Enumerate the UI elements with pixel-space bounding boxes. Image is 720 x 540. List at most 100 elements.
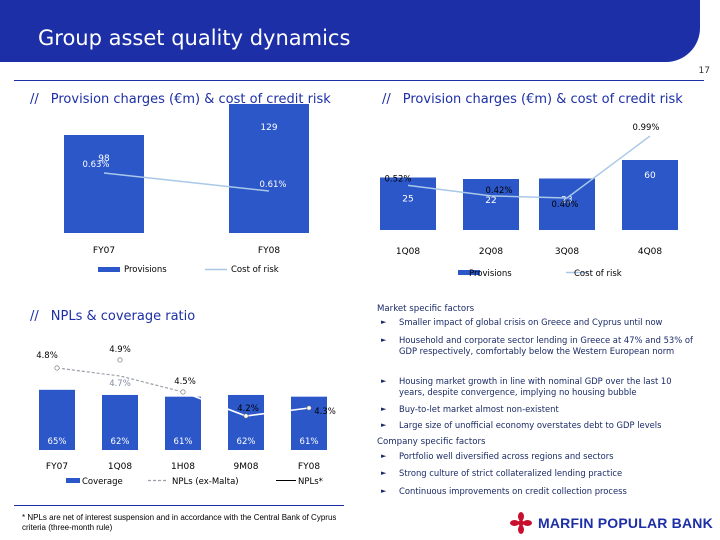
bar-value-label: 61% xyxy=(174,437,193,447)
npl-ex-malta-value-label: 4.3% xyxy=(314,407,336,417)
provision-bar xyxy=(380,177,436,230)
provision-bar xyxy=(539,178,595,230)
npl-ex-malta-value-label: 4.7% xyxy=(109,379,131,389)
coverage-bar xyxy=(39,389,75,450)
bullet-arrow-icon: ► xyxy=(381,452,387,460)
provision-bar xyxy=(64,135,144,233)
right-chart-title: // Provision charges (€m) & cost of credi… xyxy=(382,92,683,107)
bar-value-label: 25 xyxy=(402,195,413,205)
bullet-arrow-icon: ► xyxy=(381,318,387,326)
npl-chart-title-text: NPLs & coverage ratio xyxy=(50,309,196,324)
bar-value-label: 62% xyxy=(111,437,130,447)
line-value-label: 0.40% xyxy=(551,200,578,210)
npl-point xyxy=(306,405,312,411)
right-chart-title-text: Provision charges (€m) & cost of credit … xyxy=(402,92,683,107)
market-factor-item: Household and corporate sector lending i… xyxy=(399,335,693,356)
category-label: 1Q08 xyxy=(396,247,421,257)
bar-value-label: 23 xyxy=(561,196,572,206)
market-factor-item: Smaller impact of global crisis on Greec… xyxy=(399,317,663,327)
bank-logo-icon xyxy=(510,512,532,534)
market-factors-heading: Market specific factors xyxy=(377,304,475,314)
bullet-arrow-icon: ► xyxy=(381,336,387,344)
npl-value-label: 4.9% xyxy=(109,345,131,355)
market-factor-item: Large size of unofficial economy oversta… xyxy=(399,420,662,430)
line-value-label: 0.42% xyxy=(485,186,512,196)
category-label: 2Q08 xyxy=(479,247,504,257)
bullet-arrow-icon: ► xyxy=(381,469,387,477)
category-label: 9M08 xyxy=(234,462,259,472)
divider-footnote xyxy=(14,505,344,506)
bar-value-label: 98 xyxy=(98,154,110,164)
npl-point xyxy=(117,357,123,363)
legend-label-npl-ex-malta: NPLs (ex-Malta) xyxy=(172,477,239,487)
left-chart-title: // Provision charges (€m) & cost of credi… xyxy=(30,92,331,107)
provision-bar xyxy=(463,179,519,230)
npl-point xyxy=(243,413,249,419)
company-factor-item: Portfolio well diversified across region… xyxy=(399,451,614,461)
coverage-bar xyxy=(165,396,201,450)
legend-label-cost-of-risk: Cost of risk xyxy=(231,265,279,275)
annual-provisions-chart: 98 FY07 129 FY08 0.63% 0.61% Provisions Cost of… xyxy=(64,104,309,275)
bullet-arrow-icon: ► xyxy=(381,377,387,385)
category-label: 1H08 xyxy=(171,462,195,472)
footnote: * NPLs are net of interest suspension an… xyxy=(22,513,337,532)
bullet-arrow-icon: ► xyxy=(381,405,387,413)
npl-point xyxy=(54,365,60,371)
provision-bar xyxy=(622,160,678,230)
bar-value-label: 129 xyxy=(260,123,277,133)
category-label: FY07 xyxy=(93,246,115,256)
legend-label-coverage: Coverage xyxy=(82,477,123,487)
legend-label-provisions: Provisions xyxy=(124,265,167,275)
market-factor-item: Housing market growth in line with nomin… xyxy=(399,376,672,397)
bank-logo-text: MARFIN POPULAR BANK xyxy=(538,515,713,531)
page-title: Group asset quality dynamics xyxy=(38,26,351,50)
line-value-label: 0.63% xyxy=(82,160,109,170)
cost-of-risk-line xyxy=(407,135,651,199)
npl-ex-malta-value-label: 4.2% xyxy=(237,404,259,414)
section-slashes: // xyxy=(30,92,39,107)
coverage-bar xyxy=(102,394,138,450)
market-factor-item: Buy-to-let market almost non-existent xyxy=(399,404,559,414)
legend-label-cost-of-risk: Cost of risk xyxy=(574,269,622,279)
page-number: 17 xyxy=(698,66,710,76)
company-factor-item: Continuous improvements on credit collec… xyxy=(399,486,627,496)
category-label: 4Q08 xyxy=(638,247,663,257)
left-chart-title-text: Provision charges (€m) & cost of credit … xyxy=(50,92,331,107)
legend-swatch-provisions xyxy=(458,270,480,275)
npl-coverage-chart: 65% FY07 62% 1Q08 61% 1H08 62% 9M08 61% FY08 4.8% 4… xyxy=(36,345,336,487)
provision-bar xyxy=(229,104,309,233)
bar-value-label: 62% xyxy=(237,437,256,447)
section-slashes: // xyxy=(382,92,391,107)
npl-ex-malta-value-label: 4.5% xyxy=(174,377,196,387)
legend-swatch-coverage xyxy=(66,478,80,483)
bar-value-label: 61% xyxy=(300,437,319,447)
section-slashes: // xyxy=(30,309,39,324)
line-value-label: 0.99% xyxy=(632,123,659,133)
category-label: FY07 xyxy=(46,462,68,472)
category-label: 1Q08 xyxy=(108,462,133,472)
category-label: FY08 xyxy=(258,246,280,256)
header-bar xyxy=(0,0,700,62)
npl-chart-title: // NPLs & coverage ratio xyxy=(30,309,195,324)
header-banner: Group asset quality dynamics xyxy=(0,0,720,62)
bar-value-label: 22 xyxy=(485,196,496,206)
legend-label-npl: NPLs* xyxy=(298,477,323,487)
company-factors-heading: Company specific factors xyxy=(377,437,486,447)
company-factor-item: Strong culture of strict collateralized … xyxy=(399,468,623,478)
bar-value-label: 65% xyxy=(48,437,67,447)
legend-label-provisions: Provisions xyxy=(469,269,512,279)
line-value-label: 0.61% xyxy=(259,180,286,190)
divider-top xyxy=(14,80,704,81)
bullet-arrow-icon: ► xyxy=(381,487,387,495)
npl-value-label: 4.8% xyxy=(36,351,58,361)
cost-of-risk-line xyxy=(103,172,270,192)
line-value-label: 0.52% xyxy=(384,174,411,184)
bar-value-label: 60 xyxy=(644,171,656,181)
npl-point xyxy=(180,389,186,395)
category-label: 3Q08 xyxy=(555,247,580,257)
legend-swatch-provisions xyxy=(98,267,120,272)
coverage-bar xyxy=(228,394,264,450)
category-label: FY08 xyxy=(298,462,320,472)
bullet-arrow-icon: ► xyxy=(381,421,387,429)
quarterly-provisions-chart: 25 1Q08 22 2Q08 23 3Q08 60 4Q08 0.52% 0.42% 0.40% 0… xyxy=(380,123,678,279)
